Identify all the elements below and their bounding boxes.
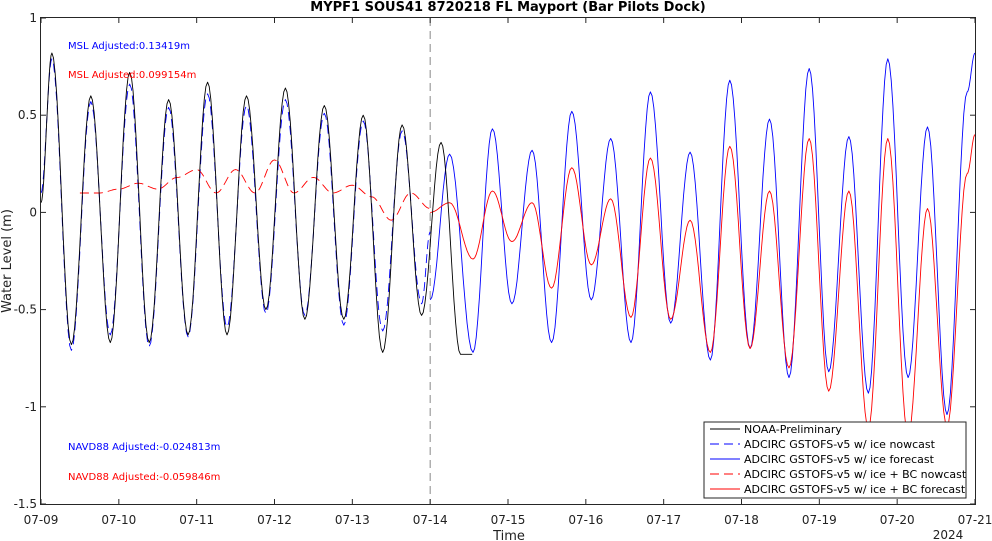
series-layer: [41, 18, 975, 504]
series-line-0: [41, 52, 473, 355]
y-tick-label: -0.5: [14, 303, 37, 317]
y-tick-label: -1: [25, 400, 37, 414]
x-tick-label: 07-11: [179, 513, 214, 527]
annotation-layer: MSL Adjusted:0.13419m MSL Adjusted:0.0991…: [68, 41, 220, 483]
legend-label: ADCIRC GSTOFS-v5 w/ ice forecast: [744, 453, 935, 466]
legend-box: [703, 421, 967, 499]
x-tick-label: 07-13: [335, 513, 370, 527]
legend-label: ADCIRC GSTOFS-v5 w/ ice nowcast: [744, 438, 936, 451]
annotation-text: NAVD88 Adjusted:-0.024813m: [68, 442, 220, 453]
x-tick-label: 07-14: [413, 513, 448, 527]
x-tick-label: 07-10: [101, 513, 136, 527]
legend-label: ADCIRC GSTOFS-v5 w/ ice + BC nowcast: [744, 468, 967, 481]
x-tick-label: 07-21: [958, 513, 992, 527]
x-tick-label: 07-15: [491, 513, 526, 527]
y-axis-label: Water Level (m): [0, 209, 15, 313]
x-tick-label: 07-12: [257, 513, 292, 527]
x-tick-label: 07-16: [568, 513, 603, 527]
annotation-text: NAVD88 Adjusted:-0.059846m: [68, 472, 220, 483]
annotation-text: MSL Adjusted:0.13419m: [68, 41, 190, 52]
y-tick-label: 1: [29, 11, 37, 25]
x-tick-label: 07-09: [24, 513, 59, 527]
x-tick-label: 07-18: [724, 513, 759, 527]
plot-frame: [40, 17, 976, 505]
y-tick-label: 0: [29, 205, 37, 219]
y-tick-label: 0.5: [18, 108, 37, 122]
series-line-4: [430, 134, 975, 437]
legend: NOAA-Preliminary ADCIRC GSTOFS-v5 w/ ice …: [703, 421, 967, 499]
x-tick-label: 07-17: [646, 513, 681, 527]
year-label: 2024: [933, 528, 964, 541]
x-tick-label: 07-19: [802, 513, 837, 527]
series-line-2: [429, 52, 975, 416]
chart-title: MYPF1 SOUS41 8720218 FL Mayport (Bar Pil…: [310, 0, 705, 15]
annotation-text: MSL Adjusted:0.099154m: [68, 70, 196, 81]
legend-label: ADCIRC GSTOFS-v5 w/ ice + BC forecast: [744, 483, 966, 496]
ticks-layer: 07-09 07-10 07-11 07-12 07-13 07-14 07-15 07-16…: [14, 11, 992, 527]
legend-label: NOAA-Preliminary: [744, 423, 842, 436]
x-tick-label: 07-20: [880, 513, 915, 527]
x-axis-label: Time: [492, 529, 525, 541]
y-tick-label: -1.5: [14, 497, 37, 511]
